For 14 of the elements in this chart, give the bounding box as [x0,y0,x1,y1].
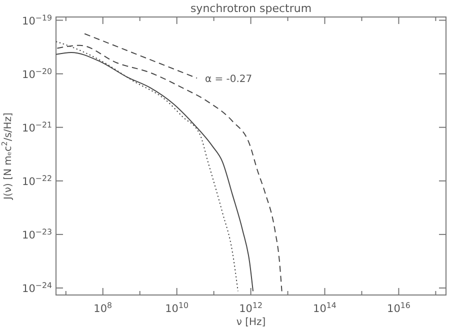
x-axis-title: ν [Hz] [236,317,266,328]
x-tick-label: 10$^{12}$ [239,300,262,315]
y-tick-label: 10$^{−19}$ [22,12,52,28]
x-tick-label: 10$^{14}$ [313,300,336,315]
y-tick-label: 10$^{−20}$ [22,66,52,81]
y-tick-label: 10$^{−24}$ [22,280,52,295]
y-tick-label: 10$^{−23}$ [22,226,52,242]
y-tick-label: 10$^{−22}$ [22,173,52,188]
annotation: α = -0.27 [204,74,252,86]
x-tick-label: 10$^{8}$ [94,300,112,315]
x-tick-label: 10$^{10}$ [165,300,189,315]
y-tick-label: 10$^{−21}$ [22,120,52,134]
x-tick-label: 10$^{16}$ [387,300,410,315]
chart-title: synchrotron spectrum [190,2,312,15]
